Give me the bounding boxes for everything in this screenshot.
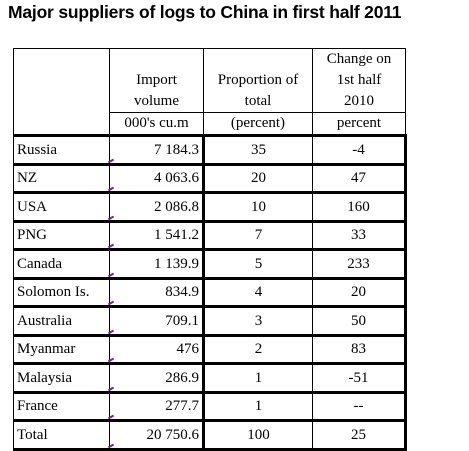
cell-change: 50 [312, 306, 407, 337]
cell-volume: 1 139.9 [109, 249, 205, 280]
cell-proportion: 1 [203, 392, 313, 422]
cell-change: 33 [312, 221, 407, 251]
cell-country: Russia [13, 135, 110, 166]
table-row: Myanmar 476 2 83 [13, 335, 407, 365]
cell-change: -- [312, 392, 407, 422]
cell-change: 160 [312, 192, 407, 223]
table-row: NZ 4 063.6 20 47 [13, 164, 407, 194]
cell-volume: 286.9 [109, 363, 205, 394]
table-row: France 277.7 1 -- [13, 392, 407, 422]
table-row: PNG 1 541.2 7 33 [13, 221, 407, 251]
cell-proportion: 5 [203, 249, 313, 280]
cell-country: Solomon Is. [13, 278, 110, 308]
cell-change: 25 [312, 420, 407, 451]
cell-proportion: 2 [203, 335, 313, 365]
cell-proportion: 35 [203, 135, 313, 166]
cell-proportion: 7 [203, 221, 313, 251]
page-title: Major suppliers of logs to China in firs… [8, 2, 402, 22]
cell-change: -4 [312, 135, 407, 166]
table-row: Australia 709.1 3 50 [13, 306, 407, 337]
cell-volume: 709.1 [109, 306, 205, 337]
cell-country: NZ [13, 164, 110, 194]
unit-country [13, 112, 110, 137]
header-import: Import volume [109, 48, 204, 113]
cell-volume: 1 541.2 [109, 221, 205, 251]
cell-country: USA [13, 192, 110, 223]
cell-volume: 834.9 [109, 278, 205, 308]
cell-proportion: 10 [203, 192, 313, 223]
unit-import: 000's cu.m [109, 112, 204, 137]
header-change: Change on 1st half 2010 [312, 48, 406, 113]
cell-proportion: 20 [203, 164, 313, 194]
unit-change: percent [312, 112, 406, 137]
cell-volume: 7 184.3 [109, 135, 205, 166]
header-proportion: Proportion of total [203, 48, 313, 113]
cell-country: Myanmar [13, 335, 110, 365]
cell-change: -51 [312, 363, 407, 394]
table-row: Malaysia 286.9 1 -51 [13, 363, 407, 394]
cell-volume: 2 086.8 [109, 192, 205, 223]
table-header-row: Import volume Proportion of total Change… [13, 48, 406, 113]
header-country [13, 48, 110, 113]
suppliers-table: Import volume Proportion of total Change… [13, 48, 407, 451]
header-change-line3: 2010 [344, 93, 374, 109]
cell-country: Australia [13, 306, 110, 337]
table-row: Solomon Is. 834.9 4 20 [13, 278, 407, 308]
cell-change: 83 [312, 335, 407, 365]
table-row: Russia 7 184.3 35 -4 [13, 135, 407, 166]
table-unit-row: 000's cu.m (percent) percent [13, 112, 406, 137]
cell-volume: 20 750.6 [109, 420, 205, 451]
header-proportion-line2: total [244, 93, 272, 109]
cell-proportion: 4 [203, 278, 313, 308]
header-import-line2: volume [134, 93, 179, 109]
cell-change: 47 [312, 164, 407, 194]
cell-country: France [13, 392, 110, 422]
cell-country: Total [13, 420, 110, 451]
cell-proportion: 3 [203, 306, 313, 337]
cell-country: Canada [13, 249, 110, 280]
cell-change: 20 [312, 278, 407, 308]
cell-proportion: 100 [203, 420, 313, 451]
cell-volume: 4 063.6 [109, 164, 205, 194]
header-import-line1: Import [136, 72, 177, 88]
cell-volume: 277.7 [109, 392, 205, 422]
table-row: Total 20 750.6 100 25 [13, 420, 407, 451]
header-change-line2: 1st half [336, 72, 382, 88]
unit-proportion: (percent) [203, 112, 313, 137]
table-row: USA 2 086.8 10 160 [13, 192, 407, 223]
table-row: Canada 1 139.9 5 233 [13, 249, 407, 280]
cell-country: PNG [13, 221, 110, 251]
cell-country: Malaysia [13, 363, 110, 394]
header-proportion-line1: Proportion of [217, 72, 299, 88]
cell-change: 233 [312, 249, 407, 280]
cell-volume: 476 [109, 335, 205, 365]
cell-proportion: 1 [203, 363, 313, 394]
header-change-line1: Change on [326, 51, 392, 67]
